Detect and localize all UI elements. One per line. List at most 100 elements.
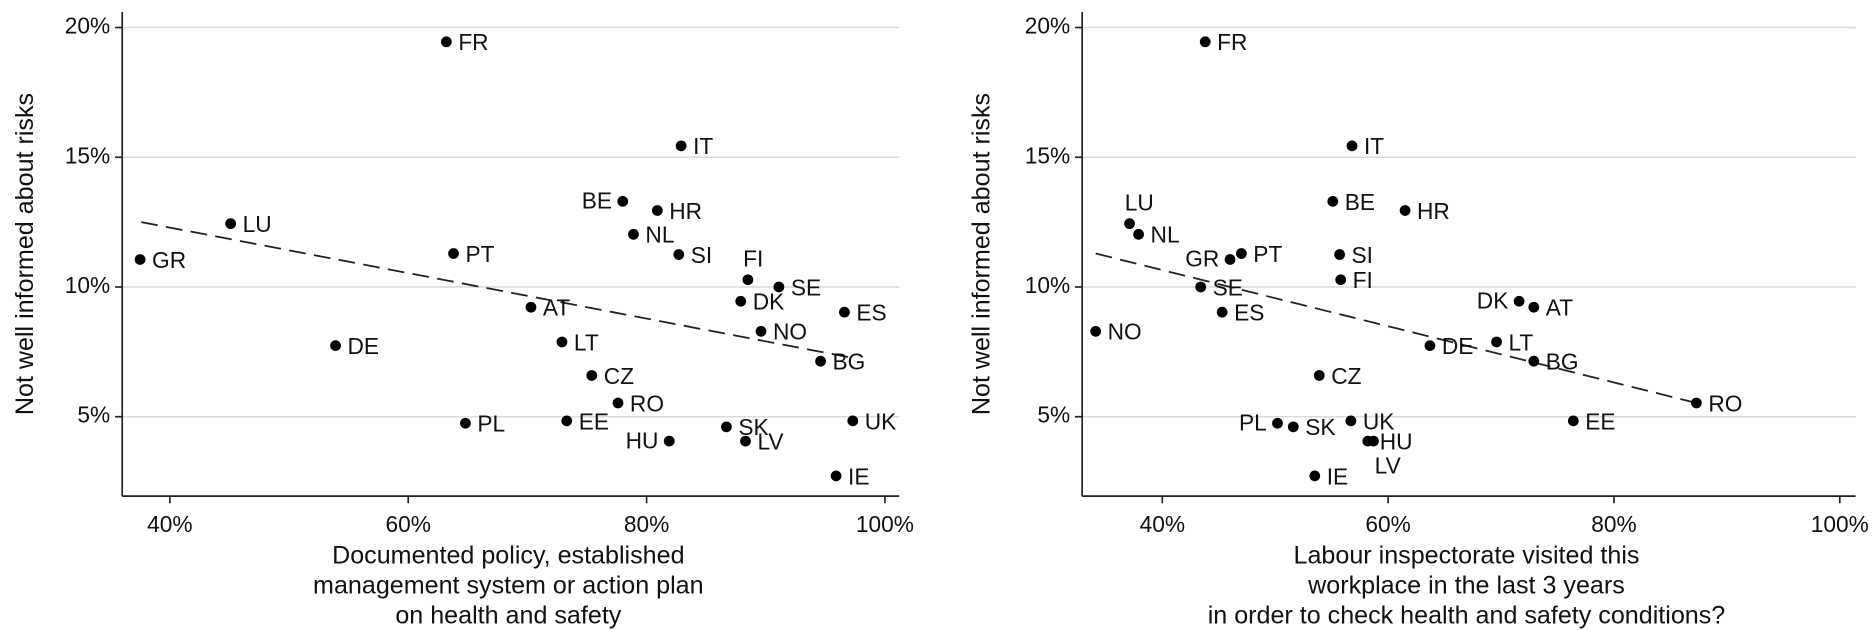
- point-label: LT: [1508, 329, 1533, 355]
- x-tick-label: 100%: [856, 511, 914, 537]
- point: [561, 415, 573, 427]
- point: [735, 295, 747, 307]
- point-label: SI: [1352, 242, 1373, 268]
- y-tick-label: 10%: [65, 272, 110, 298]
- point-label: EE: [579, 408, 609, 434]
- point-label: LT: [574, 329, 599, 355]
- x-tick-label: 60%: [386, 511, 431, 537]
- point-label: HU: [1380, 428, 1413, 454]
- point-label: DK: [1477, 287, 1509, 313]
- x-tick-label: 80%: [1591, 511, 1636, 537]
- point-label: PT: [1253, 241, 1282, 267]
- point-label: NL: [1151, 222, 1180, 248]
- point-label: DE: [1442, 333, 1474, 359]
- point: [1133, 228, 1144, 240]
- point-label: PL: [477, 411, 505, 437]
- point-label: SE: [1213, 274, 1243, 300]
- point: [1335, 274, 1347, 286]
- point-label: ES: [1234, 300, 1264, 326]
- point-label: SI: [691, 242, 712, 268]
- point: [1216, 306, 1228, 318]
- point-label: IT: [1364, 133, 1384, 159]
- point: [330, 340, 341, 352]
- point-label: GR: [1185, 246, 1219, 272]
- point-label: IE: [1327, 463, 1348, 489]
- x-tick-label: 40%: [1140, 511, 1185, 537]
- point: [839, 306, 850, 318]
- point: [663, 435, 675, 447]
- point: [721, 421, 732, 433]
- point-label: HU: [626, 427, 659, 453]
- point: [525, 301, 537, 313]
- point: [628, 228, 639, 240]
- point: [815, 355, 826, 367]
- y-tick-label: 20%: [65, 13, 110, 39]
- y-tick-label: 15%: [1025, 142, 1070, 168]
- point: [460, 417, 471, 429]
- point: [1691, 397, 1702, 409]
- point: [1090, 325, 1102, 337]
- point: [1368, 435, 1379, 447]
- point-label: NO: [1108, 319, 1142, 345]
- point-label: GR: [152, 247, 186, 273]
- y-tick-label: 15%: [65, 142, 110, 168]
- point-label: IE: [848, 463, 869, 489]
- x-tick-label: 40%: [147, 511, 192, 537]
- point-label: LV: [1375, 452, 1402, 478]
- point-label: LU: [243, 211, 272, 237]
- point-label: UK: [1363, 408, 1395, 434]
- trend-line: [141, 221, 849, 358]
- point: [1235, 248, 1247, 259]
- point: [1491, 336, 1502, 348]
- trend-line: [1095, 252, 1697, 404]
- point-label: SK: [738, 414, 768, 440]
- x-tick-label: 100%: [1811, 511, 1869, 537]
- point-label: RO: [630, 390, 664, 416]
- point-label: PT: [465, 241, 494, 267]
- point-label: BE: [1345, 189, 1375, 215]
- point: [651, 205, 663, 216]
- x-axis-title: Documented policy, established: [332, 542, 684, 570]
- point-label: FR: [458, 29, 488, 55]
- point-label: BG: [833, 349, 866, 375]
- point: [1287, 421, 1299, 433]
- point-label: FI: [1353, 267, 1373, 293]
- point-label: BG: [1546, 349, 1579, 375]
- point: [1272, 417, 1283, 429]
- point: [1345, 415, 1357, 427]
- point: [830, 470, 842, 482]
- y-tick-label: 5%: [1037, 402, 1070, 428]
- point: [1399, 205, 1411, 216]
- point: [742, 274, 754, 286]
- point: [1313, 370, 1325, 381]
- point-label: NO: [773, 319, 807, 345]
- point-label: NL: [645, 222, 674, 248]
- x-axis-title: workplace in the last 3 years: [1307, 572, 1625, 600]
- point: [586, 370, 598, 381]
- point-label: HR: [669, 198, 702, 224]
- point: [1424, 340, 1436, 352]
- point: [1124, 218, 1135, 230]
- point: [225, 218, 237, 230]
- x-axis-title: on health and safety: [395, 601, 621, 629]
- point-label: CZ: [1331, 363, 1361, 389]
- point-label: SE: [791, 274, 821, 300]
- x-tick-label: 60%: [1365, 511, 1410, 537]
- point: [847, 415, 859, 427]
- point: [1199, 36, 1211, 48]
- point-label: LU: [1125, 190, 1154, 216]
- point: [448, 248, 459, 259]
- point: [755, 325, 767, 337]
- point-label: FI: [743, 246, 763, 272]
- point: [1567, 415, 1579, 427]
- point: [617, 195, 629, 207]
- y-axis-title: Not well informed about risks: [968, 93, 996, 415]
- point: [675, 140, 687, 152]
- point: [1195, 281, 1207, 293]
- point-label: DE: [347, 333, 379, 359]
- x-axis-title: in order to check health and safety cond…: [1208, 601, 1726, 629]
- point: [612, 397, 624, 409]
- point: [673, 249, 685, 260]
- x-tick-label: 80%: [624, 511, 669, 537]
